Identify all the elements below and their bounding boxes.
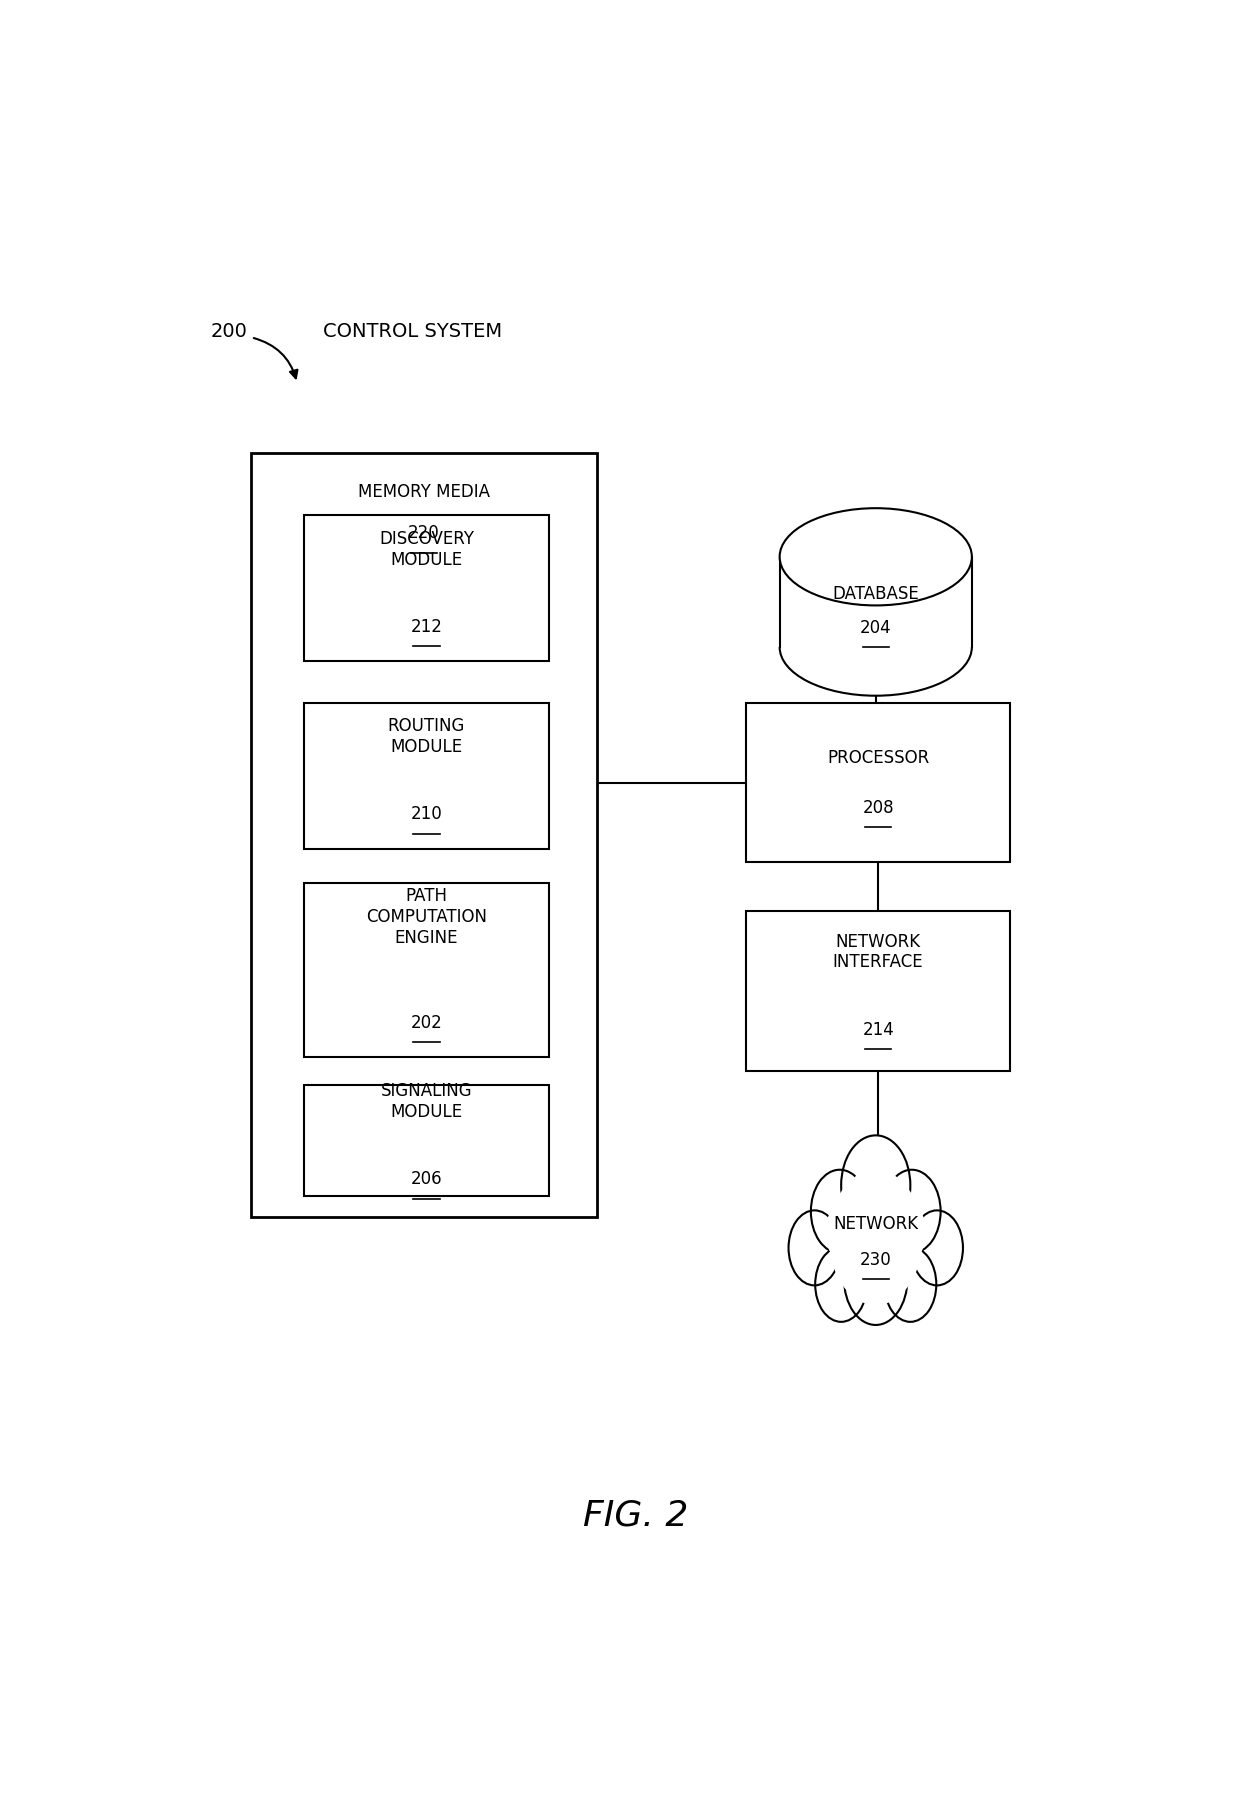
FancyArrowPatch shape — [254, 337, 298, 379]
Text: ROUTING
MODULE: ROUTING MODULE — [388, 718, 465, 756]
Bar — [304, 516, 549, 660]
Text: 206: 206 — [410, 1171, 443, 1189]
Bar — [304, 884, 549, 1057]
Text: 214: 214 — [862, 1021, 894, 1039]
Text: NETWORK: NETWORK — [833, 1214, 919, 1232]
Text: PATH
COMPUTATION
ENGINE: PATH COMPUTATION ENGINE — [366, 888, 487, 947]
Text: 208: 208 — [862, 799, 894, 817]
Text: 204: 204 — [859, 619, 892, 637]
Text: DISCOVERY
MODULE: DISCOVERY MODULE — [379, 530, 474, 568]
Text: PROCESSOR: PROCESSOR — [827, 749, 929, 767]
Bar — [250, 453, 596, 1216]
Circle shape — [884, 1247, 936, 1322]
Text: 212: 212 — [410, 619, 443, 637]
Ellipse shape — [780, 509, 972, 606]
Circle shape — [811, 1169, 868, 1254]
Text: DATABASE: DATABASE — [832, 584, 919, 603]
Circle shape — [854, 1243, 898, 1304]
Text: CONTROL SYSTEM: CONTROL SYSTEM — [324, 323, 502, 341]
Circle shape — [883, 1201, 926, 1263]
Circle shape — [789, 1210, 841, 1286]
Text: 210: 210 — [410, 805, 443, 823]
Bar — [746, 704, 1011, 862]
Circle shape — [841, 1135, 910, 1236]
Bar — [746, 911, 1011, 1072]
Circle shape — [815, 1247, 867, 1322]
Text: 202: 202 — [410, 1014, 443, 1032]
Text: MEMORY MEDIA: MEMORY MEDIA — [358, 482, 490, 500]
Text: SIGNALING
MODULE: SIGNALING MODULE — [381, 1082, 472, 1120]
Circle shape — [851, 1169, 901, 1243]
Bar — [780, 557, 972, 648]
Circle shape — [826, 1201, 868, 1263]
Circle shape — [828, 1169, 923, 1304]
Text: NETWORK
INTERFACE: NETWORK INTERFACE — [833, 933, 924, 971]
Circle shape — [911, 1210, 963, 1286]
Text: 220: 220 — [408, 525, 440, 543]
Text: 230: 230 — [859, 1250, 892, 1268]
Circle shape — [883, 1169, 941, 1254]
Circle shape — [844, 1234, 908, 1324]
Bar — [304, 704, 549, 848]
Text: 200: 200 — [211, 323, 248, 341]
Text: FIG. 2: FIG. 2 — [583, 1499, 688, 1532]
Bar — [304, 1084, 549, 1196]
